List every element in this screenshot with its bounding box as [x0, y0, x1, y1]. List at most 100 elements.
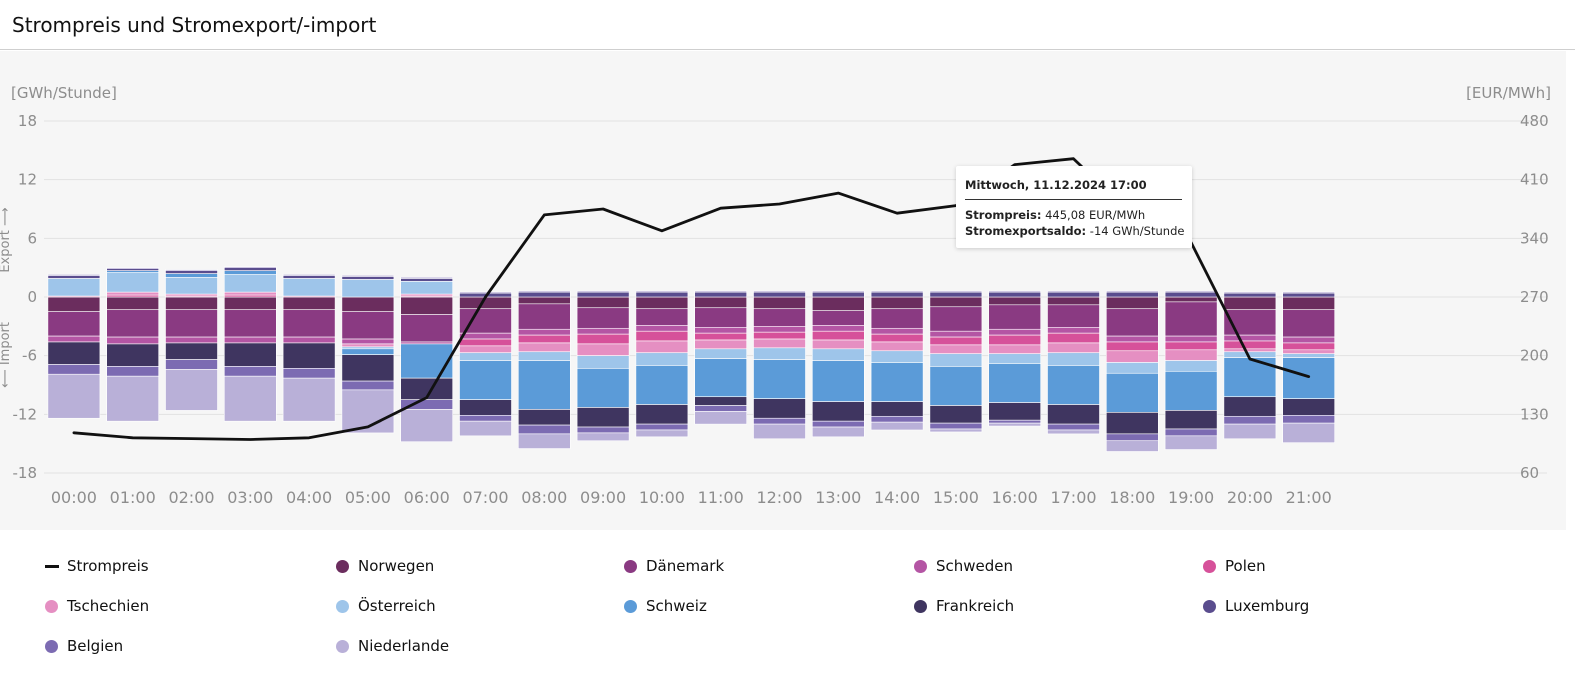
tooltip-saldo-value: -14 GWh/Stunde: [1089, 224, 1185, 238]
bar-segment: [1164, 301, 1218, 337]
bar-segment: [811, 290, 865, 293]
bar-segment: [576, 307, 630, 329]
bar-segment: [870, 308, 924, 329]
bar-segment: [165, 269, 218, 271]
bar-segment: [1223, 396, 1277, 417]
bar-segment: [459, 360, 512, 400]
legend-item[interactable]: Frankreich: [914, 596, 1014, 616]
x-tick-label: 17:00: [1050, 488, 1096, 507]
legend-item[interactable]: Luxemburg: [1203, 596, 1309, 616]
legend-item[interactable]: Polen: [1203, 556, 1266, 576]
tooltip-price-row: Strompreis: 445,08 EUR/MWh: [965, 208, 1145, 222]
legend-item[interactable]: Strompreis: [45, 556, 149, 576]
legend-item[interactable]: Schweiz: [624, 596, 707, 616]
left-tick-label: -18: [13, 464, 38, 482]
bar-segment: [929, 336, 983, 346]
bar-segment: [929, 422, 983, 430]
legend-dot-icon: [624, 599, 637, 613]
bar-segment: [576, 426, 630, 434]
legend-dot-icon: [1203, 599, 1216, 613]
chart-title: Strompreis und Stromexport/-import: [12, 13, 377, 37]
x-tick-label: 08:00: [521, 488, 567, 507]
bar-segment: [1047, 327, 1100, 334]
bar-segment: [459, 332, 512, 340]
bar-segment: [400, 314, 454, 343]
bar-segment: [106, 366, 159, 377]
legend-item[interactable]: Belgien: [45, 636, 123, 656]
bar-segment: [224, 336, 277, 344]
bar-segment: [1223, 415, 1277, 425]
legend-dot-icon: [624, 559, 637, 573]
bar-segment: [1047, 404, 1100, 425]
right-tick-label: 130: [1520, 405, 1549, 423]
bar-segment: [1047, 365, 1100, 405]
bar-segment: [341, 296, 395, 312]
bar-segment: [988, 290, 1042, 293]
legend-label: Luxemburg: [1225, 597, 1310, 615]
x-tick-label: 02:00: [168, 488, 214, 507]
right-tick-label: 480: [1520, 112, 1549, 130]
bar-segment: [811, 339, 865, 350]
bar-segment: [1106, 362, 1159, 374]
bar-segment: [753, 359, 806, 399]
bar-segment: [929, 405, 983, 424]
bar-segment: [224, 274, 277, 293]
bar-segment: [517, 290, 571, 293]
bar-segment: [576, 290, 630, 293]
bar-segment: [1047, 291, 1100, 298]
bar-segment: [811, 291, 865, 298]
legend-item[interactable]: Dänemark: [624, 556, 724, 576]
x-tick-label: 06:00: [404, 488, 450, 507]
left-tick-label: 12: [18, 171, 37, 189]
bar-segment: [929, 306, 983, 332]
x-tick-label: 12:00: [756, 488, 802, 507]
bar-segment: [753, 417, 806, 425]
bar-segment: [1282, 291, 1335, 294]
legend-item[interactable]: Norwegen: [336, 556, 434, 576]
bar-segment: [224, 366, 277, 377]
bar-segment: [870, 327, 924, 335]
bar-segment: [576, 343, 630, 356]
x-tick-label: 10:00: [639, 488, 685, 507]
bar-segment: [988, 402, 1042, 421]
bar-segment: [165, 369, 218, 411]
legend-dot-icon: [45, 639, 58, 653]
bar-segment: [1164, 335, 1218, 343]
legend-item[interactable]: Schweden: [914, 556, 1013, 576]
bar-segment: [635, 325, 689, 332]
bar-segment: [165, 359, 218, 370]
bar-segment: [1047, 352, 1100, 366]
bar-segment: [1106, 341, 1159, 352]
chart-tooltip: Mittwoch, 11.12.2024 17:00 Strompreis: 4…: [956, 166, 1192, 248]
bar-segment: [1106, 372, 1159, 413]
bar-segment: [753, 308, 806, 327]
bar-segment: [1047, 296, 1100, 306]
bar-segment: [1223, 292, 1277, 298]
bar-segment: [47, 364, 101, 375]
bar-segment: [635, 404, 689, 425]
bar-segment: [929, 366, 983, 406]
bar-segment: [165, 336, 218, 344]
legend-label: Schweden: [936, 557, 1014, 575]
bar-segment: [929, 290, 983, 293]
bar-segment: [988, 328, 1042, 336]
bar-segment: [517, 433, 571, 449]
left-axis-unit: [GWh/Stunde]: [11, 84, 117, 102]
bar-segment: [282, 296, 336, 311]
legend-item[interactable]: Niederlande: [336, 636, 449, 656]
bar-segment: [341, 311, 395, 340]
legend-dot-icon: [336, 639, 349, 653]
bar-segment: [694, 396, 748, 406]
bar-segment: [635, 352, 689, 366]
bar-segment: [870, 296, 924, 310]
legend-item[interactable]: Österreich: [336, 596, 436, 616]
bar-segment: [517, 342, 571, 353]
bar-segment: [576, 432, 630, 442]
bar-segment: [165, 342, 218, 360]
right-tick-label: 340: [1520, 229, 1549, 247]
bar-segment: [224, 342, 277, 367]
bar-segment: [459, 345, 512, 354]
legend-item[interactable]: Tschechien: [45, 596, 149, 616]
bar-segment: [1047, 304, 1100, 328]
import-axis-label: ⟵ Import: [0, 322, 13, 388]
